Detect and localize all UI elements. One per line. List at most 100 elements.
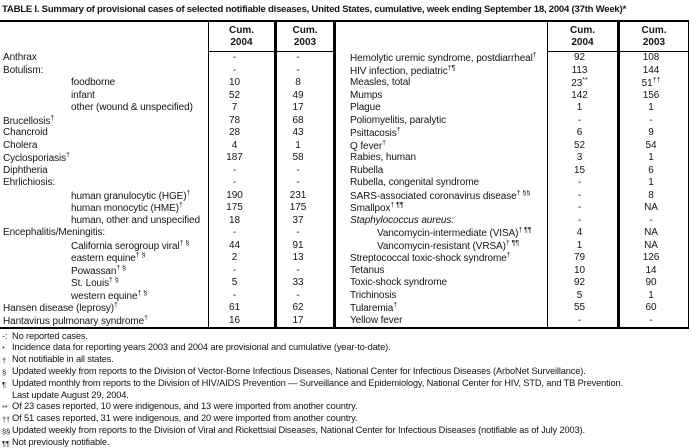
cum-2004-value: 5 xyxy=(547,289,617,302)
cum-2003-value: - xyxy=(274,64,333,77)
disease-label: HIV infection, pediatric†¶ xyxy=(350,64,456,77)
footnote-text: Of 23 cases reported, 10 were indigenous… xyxy=(12,401,358,412)
disease-label: Diphtheria xyxy=(3,164,48,176)
cum-2004-value: - xyxy=(208,177,274,190)
cum-2004-value: 92 xyxy=(547,277,617,290)
cum-2003-value: - xyxy=(617,114,688,127)
footnote-marker-superscript: † xyxy=(186,189,191,197)
footnote-line: Last update August 29, 2004. xyxy=(2,390,691,401)
cum-2004-value: 23** xyxy=(547,77,617,90)
footnote-marker-superscript: † xyxy=(393,302,398,309)
footnote-line: -: No reported cases. xyxy=(2,331,691,342)
footnote-marker: -: xyxy=(2,331,8,341)
disease-label: California serogroup viral† § xyxy=(71,239,190,252)
footnote-marker-superscript: †¶ xyxy=(447,64,456,72)
cum-2004-value: 61 xyxy=(208,302,274,315)
disease-label: Powassan† § xyxy=(71,264,127,277)
disease-label: Hemolytic uremic syndrome, postdiarrheal… xyxy=(350,52,537,64)
cum-2003-value: 1 xyxy=(617,102,688,115)
cum-2003-value: 175 xyxy=(274,202,333,215)
cum-2004-value: - xyxy=(208,227,274,240)
footnote-text: Updated weekly from reports to the Divis… xyxy=(12,425,585,436)
cum-2004-value: - xyxy=(208,64,274,77)
footnote-marker-superscript: † xyxy=(66,152,70,159)
cum-2003-value: 126 xyxy=(617,252,688,265)
cum-2003-column-header: Cum. 2003 xyxy=(274,22,333,52)
footnote-marker-superscript: † §§ xyxy=(516,189,531,197)
cum-2003-value: 17 xyxy=(274,102,333,115)
cum-2003-value: 231 xyxy=(274,189,333,202)
footnote-line: §§ Updated weekly from reports to the Div… xyxy=(2,425,691,437)
disease-label: Rubella, congenital syndrome xyxy=(350,177,479,188)
disease-label: human, other and unspecified xyxy=(71,214,200,226)
footnote-line: ¶ Updated monthly from reports to the Div… xyxy=(2,378,691,390)
cum-2004-column-header: Cum. 2004 xyxy=(208,22,274,52)
footnote-line: * Incidence data for reporting years 2003… xyxy=(2,342,691,354)
footnote-marker-superscript: † ¶¶ xyxy=(505,239,520,247)
cum-2004-value: - xyxy=(547,189,617,202)
cum-2003-value: 1 xyxy=(617,289,688,302)
cum-2003-value: 58 xyxy=(274,152,333,165)
cum-2004-value: - xyxy=(208,52,274,65)
cum-2003-value: - xyxy=(274,177,333,190)
disease-label: SARS-associated coronavirus disease† §§ xyxy=(350,189,531,202)
disease-label: Ehrlichiosis: xyxy=(3,177,56,188)
cum-2004-value: 175 xyxy=(208,202,274,215)
cum-2003-value: - xyxy=(274,52,333,65)
cum-2003-value: 43 xyxy=(274,127,333,140)
cum-2003-value: 68 xyxy=(274,114,333,127)
cum-2004-value: - xyxy=(208,289,274,302)
table-right-half: Cum. 2004 Cum. 2003 Hemolytic uremic syndrom… xyxy=(336,22,689,327)
footnote-marker-superscript: † § xyxy=(137,289,148,297)
cum-2004-value: - xyxy=(208,164,274,177)
footnote-marker-superscript: † xyxy=(396,127,401,134)
disease-label: Chancroid xyxy=(3,127,48,138)
disease-label: Smallpox† ¶¶ xyxy=(350,202,404,214)
cum-2004-value: 52 xyxy=(208,89,274,102)
cum-2003-value: 37 xyxy=(274,214,333,227)
cum-2004-value: 28 xyxy=(208,127,274,140)
cum-2003-value: NA xyxy=(617,227,688,240)
footnote-marker-superscript: † ¶¶ xyxy=(390,202,404,209)
disease-label: Measles, total xyxy=(350,77,411,88)
footnote-marker-superscript: † xyxy=(50,114,55,122)
footnote-text: Not previously notifiable. xyxy=(12,437,110,448)
cum-2004-value: 15 xyxy=(547,164,617,177)
footnote-marker: † xyxy=(2,355,7,365)
cum-2004-column-header: Cum. 2004 xyxy=(547,22,617,52)
cum-2003-value: 14 xyxy=(617,264,688,277)
table-left-half: Cum. 2004 Cum. 2003 Anthrax - - Botulism: - - food… xyxy=(0,22,336,327)
disease-label: human granulocytic (HGE)† xyxy=(71,189,191,202)
cum-2003-value: 90 xyxy=(617,277,688,290)
disease-label: Encephalitis/Meningitis: xyxy=(3,227,106,238)
footnote-text: No reported cases. xyxy=(12,331,88,341)
footnote-text: Not notifiable in all states. xyxy=(12,354,114,365)
footnote-marker xyxy=(2,390,12,401)
cum-2003-value: NA xyxy=(617,202,688,215)
disease-label: St. Louis† § xyxy=(71,277,119,289)
cum-2004-value: 78 xyxy=(208,114,274,127)
cum-2003-value: 9 xyxy=(617,127,688,140)
disease-label: Hansen disease (leprosy)† xyxy=(3,302,118,314)
disease-label: Toxic-shock syndrome xyxy=(350,277,447,288)
cum-2003-value: 17 xyxy=(274,314,333,327)
cum-2004-value: 6 xyxy=(547,127,617,140)
footnote-marker-superscript: † xyxy=(382,139,386,147)
cum-2003-value: - xyxy=(274,227,333,240)
disease-label: Tularemia† xyxy=(350,302,398,314)
disease-label: Psittacosis† xyxy=(350,127,401,139)
cum-2003-value: 1 xyxy=(274,139,333,152)
cum-2003-value: 1 xyxy=(617,177,688,190)
footnote-marker-superscript: † § xyxy=(135,252,146,259)
column-header-spacer xyxy=(336,22,547,52)
cum-2003-value: 60 xyxy=(617,302,688,315)
disease-label: Tetanus xyxy=(350,264,385,276)
cum-2003-value: 62 xyxy=(274,302,333,315)
footnote-line: ** Of 23 cases reported, 10 were indigeno… xyxy=(2,401,691,413)
cum-2003-value: 8 xyxy=(617,189,688,202)
disease-label: Anthrax xyxy=(3,52,37,63)
disease-label: Rubella xyxy=(350,164,384,176)
cum-2003-value: 91 xyxy=(274,239,333,252)
footnote-marker-superscript: † xyxy=(114,302,118,309)
footnote-marker-superscript: † § xyxy=(109,277,119,284)
